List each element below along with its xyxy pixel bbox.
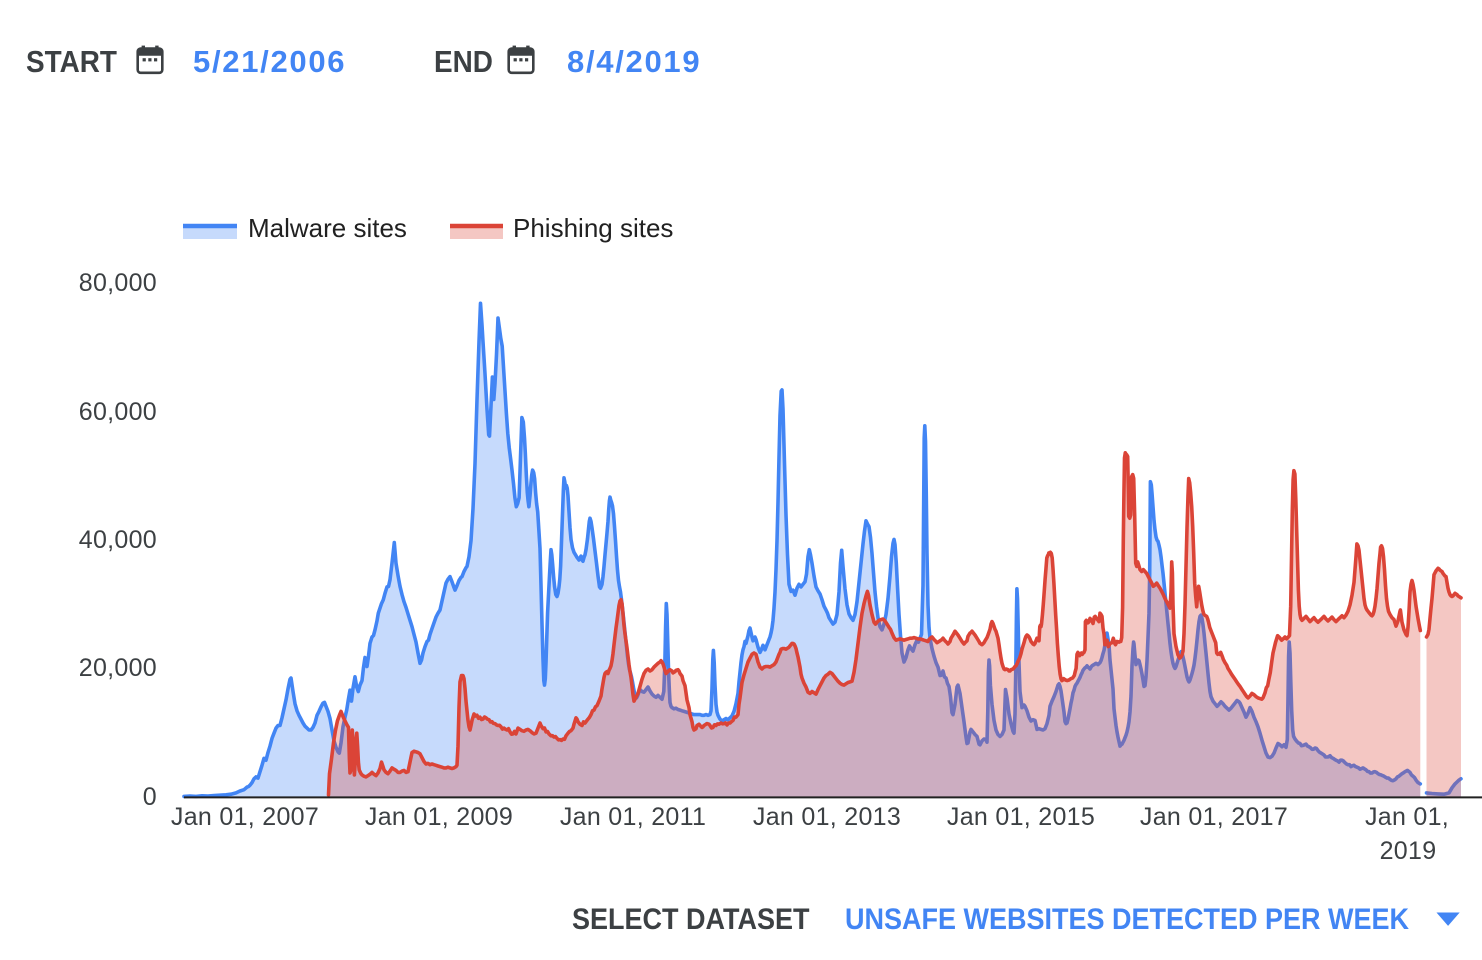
svg-text:80,000: 80,000: [79, 269, 157, 297]
svg-text:2019: 2019: [1380, 837, 1437, 865]
svg-text:Jan 01, 2017: Jan 01, 2017: [1140, 803, 1288, 831]
svg-text:0: 0: [143, 783, 157, 811]
svg-text:Jan 01,: Jan 01,: [1365, 803, 1449, 831]
svg-text:Jan 01, 2013: Jan 01, 2013: [753, 803, 901, 831]
svg-text:20,000: 20,000: [79, 654, 157, 682]
svg-text:60,000: 60,000: [79, 398, 157, 426]
svg-text:40,000: 40,000: [79, 526, 157, 554]
svg-text:Jan 01, 2009: Jan 01, 2009: [365, 803, 513, 831]
svg-text:Jan 01, 2007: Jan 01, 2007: [171, 803, 319, 831]
svg-text:Jan 01, 2015: Jan 01, 2015: [947, 803, 1095, 831]
svg-text:Jan 01, 2011: Jan 01, 2011: [560, 803, 706, 831]
